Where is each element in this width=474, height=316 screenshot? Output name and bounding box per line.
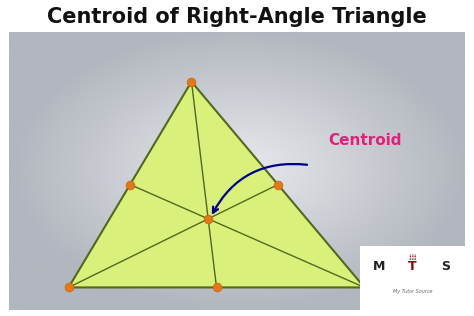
- Point: [213, 285, 220, 290]
- Point: [274, 182, 282, 187]
- Text: Centroid: Centroid: [328, 133, 401, 149]
- Point: [188, 79, 195, 84]
- Point: [361, 285, 368, 290]
- Text: M: M: [373, 260, 385, 273]
- Text: 𝍖: 𝍖: [409, 253, 416, 262]
- Point: [126, 182, 134, 187]
- Polygon shape: [69, 82, 365, 288]
- Title: Centroid of Right-Angle Triangle: Centroid of Right-Angle Triangle: [47, 7, 427, 27]
- Point: [65, 285, 73, 290]
- FancyBboxPatch shape: [355, 243, 470, 313]
- Point: [204, 216, 212, 222]
- Text: My Tutor Source: My Tutor Source: [392, 289, 432, 295]
- Text: T: T: [408, 260, 417, 273]
- Text: S: S: [441, 260, 450, 273]
